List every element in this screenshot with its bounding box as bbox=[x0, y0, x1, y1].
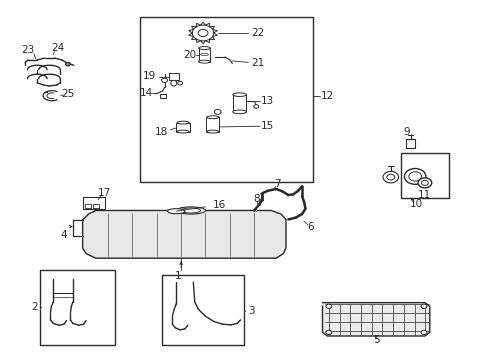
Circle shape bbox=[417, 178, 431, 188]
Bar bbox=[159, 94, 166, 98]
Circle shape bbox=[408, 172, 421, 181]
Text: 2: 2 bbox=[31, 302, 38, 312]
Text: 13: 13 bbox=[261, 96, 274, 106]
Text: 22: 22 bbox=[251, 28, 264, 38]
Text: 18: 18 bbox=[155, 127, 168, 136]
Text: 5: 5 bbox=[372, 334, 379, 345]
Circle shape bbox=[386, 174, 394, 180]
Text: 12: 12 bbox=[320, 91, 333, 101]
Bar bbox=[140, 17, 312, 182]
Text: 9: 9 bbox=[403, 127, 409, 137]
Circle shape bbox=[421, 180, 427, 185]
Text: 23: 23 bbox=[21, 45, 34, 55]
Bar bbox=[176, 123, 189, 132]
Text: 3: 3 bbox=[248, 306, 255, 316]
Ellipse shape bbox=[170, 80, 176, 86]
Text: 8: 8 bbox=[253, 194, 260, 204]
Bar bbox=[40, 270, 115, 345]
Ellipse shape bbox=[232, 110, 246, 114]
Circle shape bbox=[404, 168, 425, 184]
Circle shape bbox=[420, 304, 426, 309]
Text: 10: 10 bbox=[409, 199, 422, 210]
Circle shape bbox=[420, 330, 426, 334]
Text: 25: 25 bbox=[61, 89, 75, 99]
Circle shape bbox=[325, 330, 331, 334]
Bar bbox=[82, 197, 104, 210]
Polygon shape bbox=[82, 211, 285, 258]
Polygon shape bbox=[322, 303, 429, 336]
Ellipse shape bbox=[206, 116, 218, 119]
Circle shape bbox=[192, 25, 213, 41]
Bar bbox=[161, 275, 244, 345]
Ellipse shape bbox=[232, 93, 246, 96]
Circle shape bbox=[325, 304, 331, 309]
Bar bbox=[168, 73, 178, 80]
Text: 19: 19 bbox=[142, 71, 156, 81]
Circle shape bbox=[198, 30, 207, 37]
Text: 20: 20 bbox=[183, 50, 196, 60]
Text: 17: 17 bbox=[98, 188, 111, 198]
Circle shape bbox=[382, 171, 398, 183]
Text: 7: 7 bbox=[274, 179, 281, 189]
Text: 4: 4 bbox=[61, 230, 67, 239]
Ellipse shape bbox=[206, 130, 218, 133]
Bar bbox=[406, 139, 414, 148]
Text: 16: 16 bbox=[212, 200, 225, 210]
Ellipse shape bbox=[198, 46, 210, 49]
Circle shape bbox=[214, 109, 221, 114]
Text: 1: 1 bbox=[174, 271, 181, 281]
Bar bbox=[400, 153, 448, 198]
Text: 24: 24 bbox=[52, 43, 65, 53]
Circle shape bbox=[65, 62, 70, 66]
Circle shape bbox=[253, 105, 258, 108]
Ellipse shape bbox=[167, 209, 184, 214]
Ellipse shape bbox=[177, 130, 188, 133]
Text: 14: 14 bbox=[139, 88, 152, 98]
Bar bbox=[85, 204, 91, 208]
Text: 11: 11 bbox=[417, 190, 430, 200]
Circle shape bbox=[161, 78, 167, 82]
Ellipse shape bbox=[200, 53, 208, 55]
Text: 6: 6 bbox=[306, 222, 313, 232]
Text: 21: 21 bbox=[251, 58, 264, 68]
Ellipse shape bbox=[181, 208, 200, 213]
Ellipse shape bbox=[176, 207, 205, 214]
Bar bbox=[93, 204, 99, 208]
Ellipse shape bbox=[198, 60, 210, 63]
Bar bbox=[206, 117, 219, 132]
Ellipse shape bbox=[177, 121, 188, 124]
Text: 15: 15 bbox=[261, 121, 274, 131]
Circle shape bbox=[177, 81, 182, 85]
